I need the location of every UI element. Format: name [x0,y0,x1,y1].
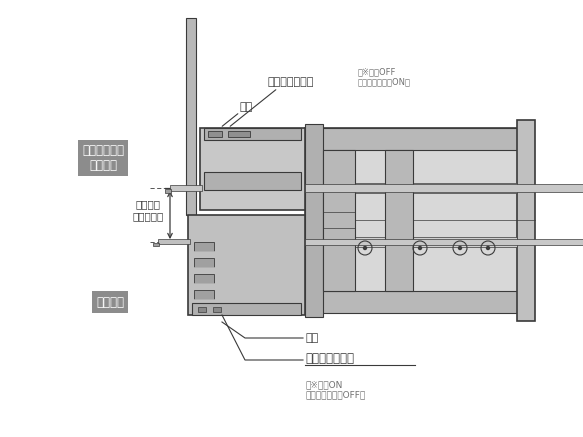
Bar [192,303,301,315]
Bar [194,290,214,299]
Text: オートスイッチ: オートスイッチ [305,351,354,364]
Bar [194,274,214,283]
Bar [323,150,517,291]
Bar [213,307,221,312]
Text: オートスイッチ: オートスイッチ [268,77,314,87]
Bar [194,242,214,251]
Bar [194,258,214,267]
Bar [153,243,159,246]
Bar [305,128,520,150]
Bar [228,131,250,137]
Text: 磁石: 磁石 [240,102,253,112]
Bar [385,150,413,291]
Bar [188,215,305,315]
Bar [186,18,196,215]
Circle shape [363,246,367,250]
Bar [305,128,520,313]
Text: バッファ
ストローク: バッファ ストローク [132,199,164,221]
Bar [517,120,535,321]
Bar [204,128,301,140]
Bar [305,239,583,245]
Bar [208,131,222,137]
Bar [158,239,190,244]
Bar [323,150,355,291]
Bar [323,183,517,193]
Bar [204,172,301,190]
Bar [170,185,202,191]
Bar [165,189,171,193]
Circle shape [486,246,490,250]
Circle shape [419,246,422,250]
Bar [323,237,517,247]
Bar [305,291,520,313]
Text: バッファ機構
作動状態: バッファ機構 作動状態 [82,144,124,172]
Text: （※常時ON
バッファ作動時OFF）: （※常時ON バッファ作動時OFF） [305,380,366,399]
Bar [200,128,305,210]
Text: 磁石: 磁石 [305,333,318,343]
Bar [198,307,206,312]
Text: （※常時OFF: （※常時OFF [358,67,396,76]
Bar [305,124,323,317]
Bar [305,184,583,192]
Circle shape [458,246,462,250]
Text: 通常状態: 通常状態 [96,295,124,309]
Text: バッファ作動時ON）: バッファ作動時ON） [358,77,411,86]
